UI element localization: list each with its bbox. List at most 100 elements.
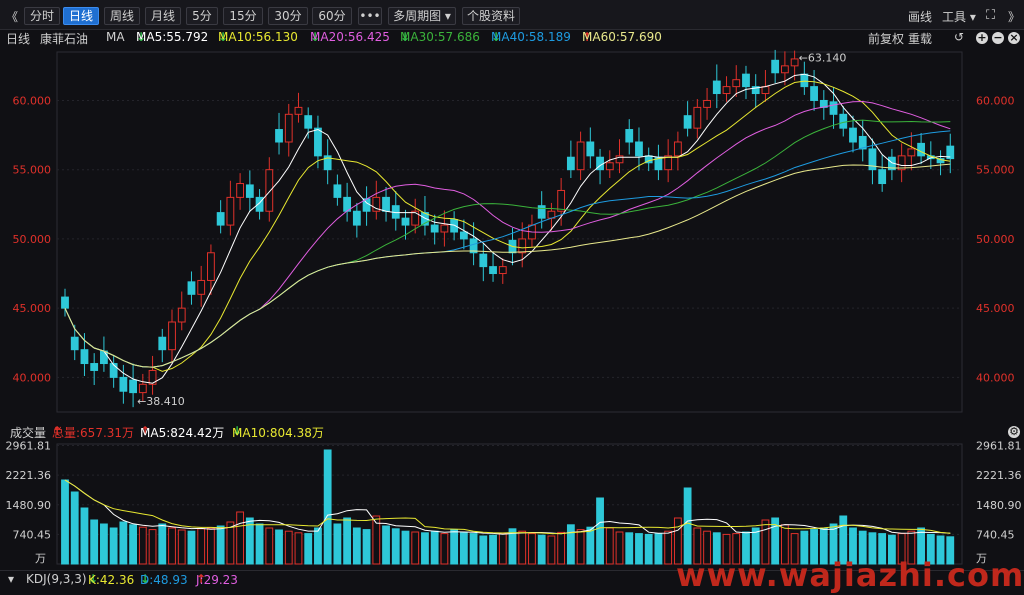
tools-menu[interactable]: 工具 ▾ bbox=[942, 10, 976, 24]
volume-bar bbox=[148, 529, 157, 565]
tab-15min[interactable]: 15分 bbox=[223, 7, 263, 25]
candle-body bbox=[722, 86, 731, 95]
candle-body bbox=[858, 135, 867, 150]
kdj-collapse-icon[interactable]: ▾ bbox=[8, 572, 15, 586]
tab-30min[interactable]: 30分 bbox=[268, 7, 308, 25]
candle-body bbox=[294, 106, 303, 115]
candle-body bbox=[469, 238, 478, 254]
volume-bar bbox=[673, 517, 682, 565]
volume-bar bbox=[333, 523, 342, 565]
candle-body bbox=[382, 196, 390, 212]
candle-body bbox=[849, 127, 857, 143]
candle-body bbox=[158, 336, 167, 351]
prev-arrow-icon[interactable]: 《 bbox=[6, 10, 19, 24]
volume-bar bbox=[80, 507, 89, 565]
volume-bar bbox=[907, 530, 916, 565]
volume-bar bbox=[917, 527, 925, 565]
ma-label[interactable]: MA bbox=[106, 30, 125, 44]
candle-body bbox=[751, 86, 760, 95]
zoom-out-icon[interactable]: − bbox=[992, 31, 1004, 44]
zoom-in-icon[interactable]: + bbox=[976, 31, 988, 44]
candle-body bbox=[664, 155, 673, 171]
next-arrow-icon[interactable]: 》 bbox=[1008, 10, 1021, 24]
volume-bar bbox=[887, 534, 896, 565]
candle-body bbox=[498, 266, 507, 275]
volume-bar bbox=[440, 533, 449, 565]
volume-bar bbox=[518, 530, 527, 565]
volume-bar bbox=[605, 527, 614, 565]
candle-body bbox=[780, 65, 789, 74]
candle-body bbox=[177, 307, 186, 323]
kdj-k: K:42.36 ↓ bbox=[88, 572, 135, 587]
volume-bar bbox=[839, 515, 848, 565]
volume-bar bbox=[401, 530, 410, 565]
volume-bar bbox=[284, 530, 293, 565]
volume-bar bbox=[236, 511, 245, 565]
ma5-value: MA5:55.792 ↓ bbox=[136, 30, 209, 44]
volume-bar bbox=[421, 532, 429, 565]
volume-bar bbox=[459, 532, 468, 565]
volume-bar bbox=[625, 532, 634, 565]
volume-bar bbox=[596, 497, 604, 565]
tab-daily[interactable]: 日线 bbox=[63, 7, 99, 25]
adjust-button[interactable]: 前复权 bbox=[868, 32, 905, 46]
volume-bar bbox=[177, 529, 186, 565]
tab-60min[interactable]: 60分 bbox=[312, 7, 352, 25]
stock-info-button[interactable]: 个股资料 bbox=[462, 7, 520, 25]
candle-body bbox=[703, 99, 711, 108]
candle-body bbox=[946, 145, 955, 160]
volume-bar bbox=[742, 531, 750, 565]
volume-bar bbox=[61, 479, 69, 565]
volume-bar bbox=[751, 527, 760, 565]
candle-body bbox=[790, 58, 799, 67]
volume-tick-left: 1480.90 bbox=[6, 499, 52, 512]
candle-body bbox=[323, 155, 332, 171]
watermark-text: www.wajiazhi.com bbox=[676, 556, 1024, 594]
price-tick-left: 60.000 bbox=[13, 94, 52, 107]
candle-body bbox=[168, 321, 176, 351]
candle-body bbox=[459, 231, 468, 240]
fullscreen-icon[interactable]: ⛶ bbox=[986, 8, 996, 23]
high-annotation: ←63.140 bbox=[799, 52, 847, 65]
price-plot-frame bbox=[56, 51, 963, 413]
candle-body bbox=[800, 73, 809, 88]
price-tick-right: 60.000 bbox=[976, 94, 1015, 107]
candle-body bbox=[936, 158, 945, 164]
volume-bar bbox=[275, 529, 283, 565]
candle-body bbox=[401, 217, 410, 226]
close-icon[interactable]: × bbox=[1008, 31, 1020, 44]
volume-bar bbox=[411, 531, 420, 565]
volume-bar bbox=[352, 527, 361, 565]
reset-button[interactable]: 重载 bbox=[908, 32, 933, 46]
volume-bar bbox=[226, 521, 235, 565]
tab-weekly[interactable]: 周线 bbox=[104, 7, 140, 25]
candle-body bbox=[440, 224, 449, 233]
candle-body bbox=[576, 141, 585, 171]
candle-body bbox=[138, 383, 147, 394]
candle-body bbox=[284, 113, 293, 143]
undo-icon[interactable]: ↺ bbox=[954, 30, 965, 44]
volume-bar bbox=[664, 530, 673, 565]
candle-body bbox=[80, 349, 89, 365]
volume-bar bbox=[187, 530, 196, 565]
candle-body bbox=[109, 363, 118, 378]
ma10-line bbox=[64, 80, 951, 372]
volume-chart[interactable]: 2961.81 2961.81 2221.36 2221.36 1480.90 1480.… bbox=[0, 440, 1024, 570]
volume-bar bbox=[323, 449, 332, 565]
multi-period-button[interactable]: 多周期图 ▾ bbox=[388, 7, 456, 25]
candle-body bbox=[557, 189, 566, 212]
tab-5min[interactable]: 5分 bbox=[186, 7, 218, 25]
tab-fenshi[interactable]: 分时 bbox=[24, 7, 60, 25]
candle-body bbox=[236, 183, 245, 198]
candle-body bbox=[489, 266, 497, 275]
more-icon[interactable]: ••• bbox=[358, 7, 382, 25]
volume-bar bbox=[469, 533, 478, 565]
candle-body bbox=[742, 73, 750, 88]
volume-settings-icon[interactable]: ⚙ bbox=[1008, 425, 1020, 438]
volume-bar bbox=[693, 527, 702, 565]
tab-monthly[interactable]: 月线 bbox=[145, 7, 181, 25]
price-chart[interactable]: 60.000 60.000 55.000 55.000 50.000 50.000 45.0… bbox=[0, 48, 1024, 418]
volume-bar bbox=[635, 533, 643, 565]
draw-line-button[interactable]: 画线 bbox=[908, 10, 933, 24]
volume-unit-right: 万 bbox=[976, 552, 987, 565]
